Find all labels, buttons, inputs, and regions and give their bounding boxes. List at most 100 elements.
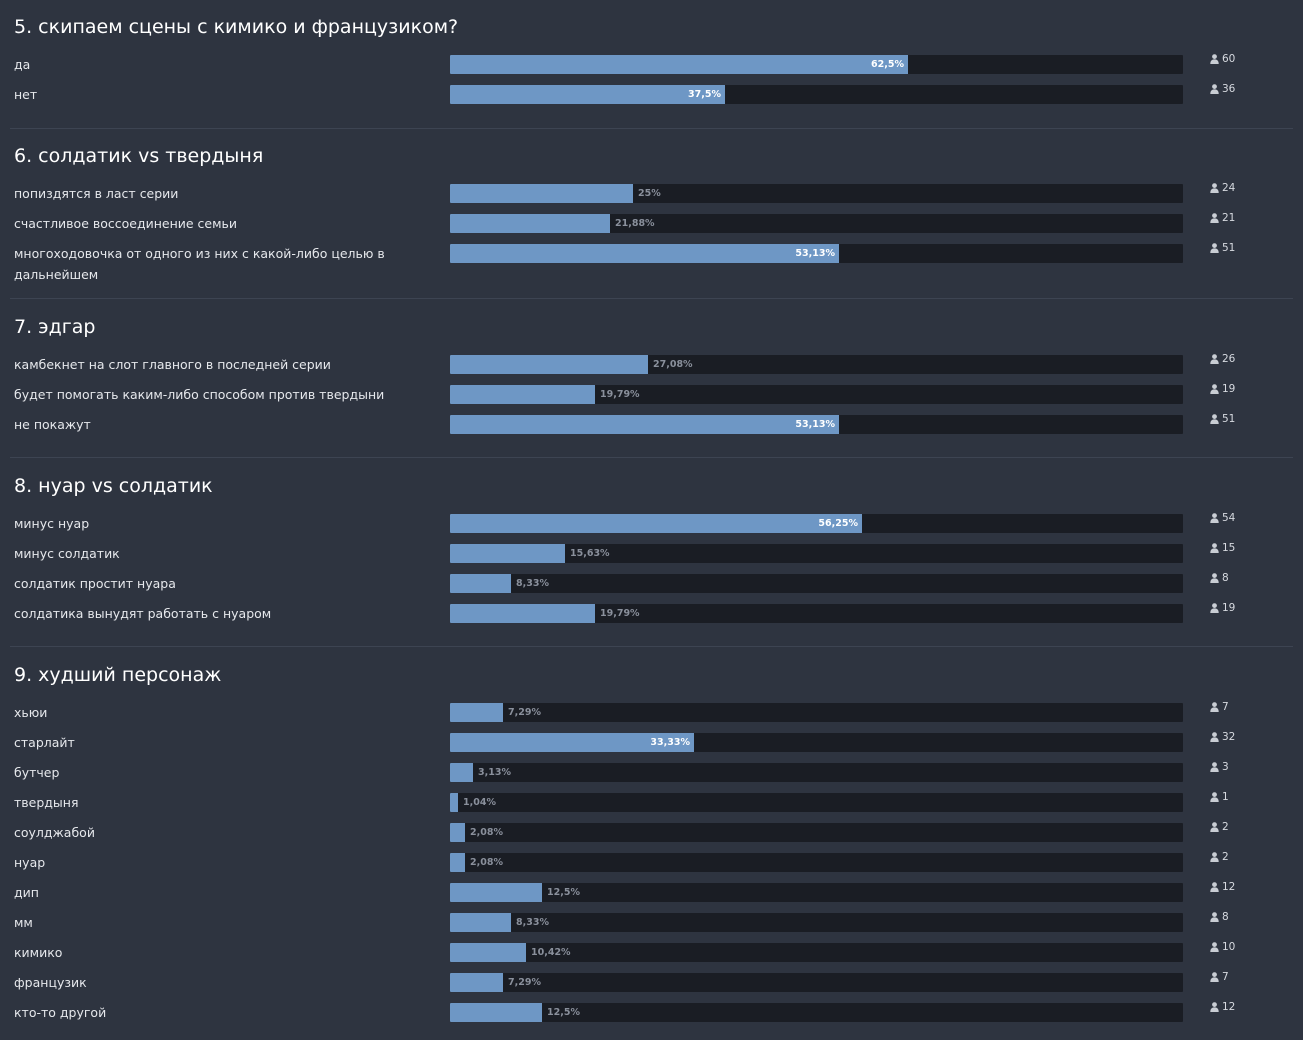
answer-label: да <box>14 57 31 72</box>
vote-count: 10 <box>1210 941 1235 953</box>
vote-count: 8 <box>1210 572 1229 584</box>
answer-label: минус нуар <box>14 516 90 531</box>
user-icon <box>1210 414 1219 424</box>
answer-row: твердыня 1,04% 1 <box>0 786 1303 816</box>
user-icon <box>1210 942 1219 952</box>
answer-row: минус нуар 56,25% 54 <box>0 507 1303 537</box>
user-icon <box>1210 384 1219 394</box>
answer-label: не покажут <box>14 417 91 432</box>
answer-label: бутчер <box>14 765 60 780</box>
user-icon <box>1210 792 1219 802</box>
result-bar-track: 37,5% <box>450 85 1183 104</box>
result-bar-track: 3,13% <box>450 763 1183 782</box>
vote-count: 19 <box>1210 602 1235 614</box>
result-bar-track: 19,79% <box>450 604 1183 623</box>
poll-question: 7. эдгар камбекнет на слот главного в пос… <box>0 314 1303 438</box>
result-bar-track: 2,08% <box>450 853 1183 872</box>
result-bar-track: 1,04% <box>450 793 1183 812</box>
result-bar-track: 15,63% <box>450 544 1183 563</box>
question-title: 9. худший персонаж <box>14 664 222 686</box>
vote-count-value: 51 <box>1222 242 1236 254</box>
result-bar-fill <box>450 703 503 722</box>
answer-label: нуар <box>14 855 46 870</box>
result-bar-fill <box>450 733 694 752</box>
vote-count: 32 <box>1210 731 1235 743</box>
section-divider <box>10 646 1293 647</box>
poll-question: 6. солдатик vs твердыня попиздятся в ласт… <box>0 143 1303 282</box>
answer-row: нуар 2,08% 2 <box>0 846 1303 876</box>
vote-count-value: 19 <box>1222 602 1236 614</box>
answer-row: кто-то другой 12,5% 12 <box>0 996 1303 1026</box>
vote-count: 24 <box>1210 182 1235 194</box>
answer-row: кимико 10,42% 10 <box>0 936 1303 966</box>
result-percent: 27,08% <box>653 359 693 370</box>
vote-count: 54 <box>1210 512 1235 524</box>
vote-count: 2 <box>1210 851 1229 863</box>
user-icon <box>1210 213 1219 223</box>
user-icon <box>1210 84 1219 94</box>
answer-row: попиздятся в ласт серии 25% 24 <box>0 177 1303 207</box>
result-bar-fill <box>450 184 633 203</box>
vote-count-value: 19 <box>1222 383 1236 395</box>
result-bar-fill <box>450 763 473 782</box>
vote-count-value: 2 <box>1222 821 1229 833</box>
vote-count-value: 8 <box>1222 572 1229 584</box>
vote-count-value: 21 <box>1222 212 1236 224</box>
result-percent: 33,33% <box>650 737 690 748</box>
vote-count: 1 <box>1210 791 1229 803</box>
result-bar-fill <box>450 514 862 533</box>
vote-count: 21 <box>1210 212 1235 224</box>
result-bar-fill <box>450 793 458 812</box>
user-icon <box>1210 822 1219 832</box>
result-percent: 53,13% <box>795 419 835 430</box>
result-percent: 7,29% <box>508 707 541 718</box>
result-bar-track: 53,13% <box>450 244 1183 263</box>
result-bar-track: 19,79% <box>450 385 1183 404</box>
result-bar-track: 27,08% <box>450 355 1183 374</box>
answer-label: счастливое воссоединение семьи <box>14 216 238 231</box>
result-bar-track: 7,29% <box>450 973 1183 992</box>
vote-count-value: 1 <box>1222 791 1229 803</box>
answer-label: дип <box>14 885 39 900</box>
user-icon <box>1210 513 1219 523</box>
answer-row: дип 12,5% 12 <box>0 876 1303 906</box>
vote-count: 51 <box>1210 413 1235 425</box>
result-bar-fill <box>450 853 465 872</box>
result-bar-fill <box>450 574 511 593</box>
user-icon <box>1210 183 1219 193</box>
result-percent: 3,13% <box>478 767 511 778</box>
result-bar-fill <box>450 85 725 104</box>
result-percent: 25% <box>638 188 661 199</box>
section-divider <box>10 298 1293 299</box>
result-percent: 19,79% <box>600 389 640 400</box>
answer-row: минус солдатик 15,63% 15 <box>0 537 1303 567</box>
result-percent: 56,25% <box>818 518 858 529</box>
result-bar-fill <box>450 55 908 74</box>
answer-row: камбекнет на слот главного в последней с… <box>0 348 1303 378</box>
vote-count: 15 <box>1210 542 1235 554</box>
answer-row: солдатика вынудят работать с нуаром 19,79… <box>0 597 1303 627</box>
result-percent: 12,5% <box>547 1007 580 1018</box>
vote-count: 26 <box>1210 353 1235 365</box>
result-bar-track: 8,33% <box>450 574 1183 593</box>
user-icon <box>1210 972 1219 982</box>
vote-count: 7 <box>1210 971 1229 983</box>
answer-label: старлайт <box>14 735 75 750</box>
answer-row: да 62,5% 60 <box>0 48 1303 78</box>
answer-label: кимико <box>14 945 63 960</box>
result-bar-fill <box>450 973 503 992</box>
vote-count-value: 12 <box>1222 1001 1236 1013</box>
answer-label: кто-то другой <box>14 1005 107 1020</box>
result-percent: 10,42% <box>531 947 571 958</box>
user-icon <box>1210 54 1219 64</box>
result-bar-fill <box>450 883 542 902</box>
vote-count-value: 32 <box>1222 731 1236 743</box>
vote-count-value: 3 <box>1222 761 1229 773</box>
user-icon <box>1210 243 1219 253</box>
answer-row: не покажут 53,13% 51 <box>0 408 1303 438</box>
user-icon <box>1210 762 1219 772</box>
result-bar-track: 21,88% <box>450 214 1183 233</box>
result-percent: 8,33% <box>516 917 549 928</box>
result-bar-fill <box>450 244 839 263</box>
question-title: 6. солдатик vs твердыня <box>14 145 264 167</box>
